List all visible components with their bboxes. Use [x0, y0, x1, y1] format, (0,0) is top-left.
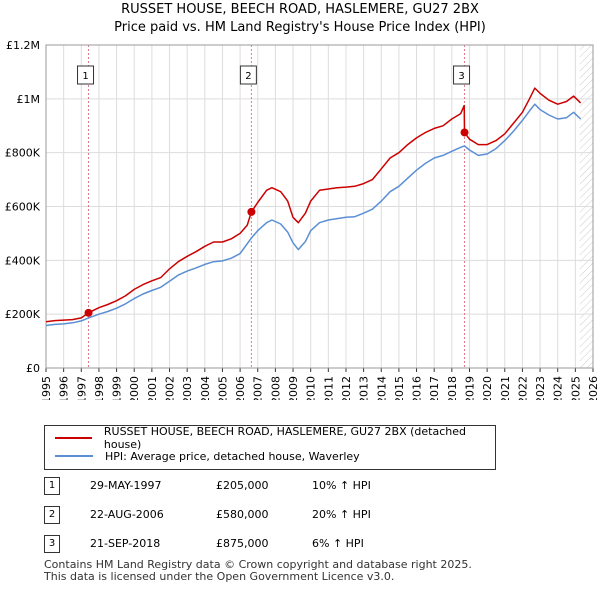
x-tick-label: 2021 — [499, 376, 512, 400]
sale-number: 1 — [44, 477, 60, 495]
sale-label-box — [77, 65, 95, 85]
x-tick-label: 2012 — [340, 376, 353, 400]
sale-date: 21-SEP-2018 — [90, 537, 161, 550]
sale-row: 3 21-SEP-2018 £875,000 6% ↑ HPI — [44, 535, 564, 564]
x-tick-label: 2023 — [534, 376, 547, 400]
sale-hpi-change: 10% ↑ HPI — [312, 479, 371, 492]
y-tick-label: £200K — [5, 308, 41, 321]
x-tick-label: 2011 — [322, 376, 335, 400]
sale-label-box — [239, 65, 257, 85]
sales-table: 1 29-MAY-1997 £205,000 10% ↑ HPI 2 22-AU… — [44, 477, 564, 564]
legend-swatch-property — [55, 437, 92, 439]
sale-label-number: 3 — [458, 71, 464, 82]
sale-number: 3 — [44, 535, 60, 553]
x-tick-label: 2009 — [287, 376, 300, 400]
sale-row: 1 29-MAY-1997 £205,000 10% ↑ HPI — [44, 477, 564, 506]
x-tick-label: 2026 — [587, 376, 600, 400]
legend-item-hpi: HPI: Average price, detached house, Wave… — [55, 448, 360, 464]
price-chart: 1995 1996 1997 1998 1999 2000 2001 2002 2003 2004… — [5, 39, 600, 400]
sale-price: £875,000 — [216, 537, 269, 550]
x-tick-label: 2025 — [569, 376, 582, 400]
y-tick-label: £400K — [5, 254, 41, 267]
x-tick-label: 2006 — [234, 376, 247, 400]
x-tick-label: 2008 — [269, 376, 282, 400]
x-tick-label: 2014 — [375, 376, 388, 400]
x-tick-label: 2020 — [481, 376, 494, 400]
x-tick-label: 2001 — [146, 376, 159, 400]
legend-item-property: RUSSET HOUSE, BEECH ROAD, HASLEMERE, GU2… — [55, 425, 495, 451]
footer-attribution: Contains HM Land Registry data © Crown c… — [44, 559, 472, 583]
chart-title: RUSSET HOUSE, BEECH ROAD, HASLEMERE, GU2… — [121, 2, 479, 17]
property-price-line — [45, 87, 582, 323]
sale-date: 29-MAY-1997 — [90, 479, 162, 492]
sale-label-number: 1 — [82, 71, 88, 82]
y-tick-label: £600K — [5, 201, 41, 214]
sale-point — [84, 308, 93, 317]
legend-label-hpi: HPI: Average price, detached house, Wave… — [105, 449, 360, 463]
legend-swatch-hpi — [55, 455, 93, 457]
x-tick-label: 2005 — [216, 376, 229, 400]
x-tick-label: 2018 — [446, 376, 459, 400]
x-tick-label: 2024 — [552, 376, 565, 400]
sale-price: £580,000 — [216, 508, 269, 521]
y-tick-label: £1.2M — [6, 39, 40, 52]
hpi-line — [45, 103, 582, 327]
y-tick-label: £0 — [26, 362, 40, 375]
x-tick-label: 2019 — [463, 376, 476, 400]
plot-area-frame — [45, 44, 594, 369]
sale-hpi-change: 6% ↑ HPI — [312, 537, 364, 550]
x-tick-label: 1999 — [111, 376, 124, 400]
legend-label-property: RUSSET HOUSE, BEECH ROAD, HASLEMERE, GU2… — [103, 425, 466, 451]
x-tick-label: 1997 — [75, 376, 88, 400]
y-tick-label: £800K — [5, 147, 41, 160]
legend: RUSSET HOUSE, BEECH ROAD, HASLEMERE, GU2… — [44, 425, 496, 470]
y-tick-label: £1M — [17, 93, 41, 106]
sale-label-number: 2 — [245, 71, 251, 82]
chart-subtitle: Price paid vs. HM Land Registry's House … — [114, 20, 486, 35]
sale-row: 2 22-AUG-2006 £580,000 20% ↑ HPI — [44, 506, 564, 535]
sale-hpi-change: 20% ↑ HPI — [312, 508, 371, 521]
sale-number: 2 — [44, 506, 60, 524]
x-tick-label: 2015 — [393, 376, 406, 400]
x-tick-label: 2000 — [128, 376, 141, 400]
x-tick-label: 2004 — [199, 376, 212, 400]
x-tick-label: 2010 — [305, 376, 318, 400]
x-tick-label: 2016 — [411, 376, 424, 400]
sale-point — [460, 128, 469, 137]
footer-licence: This data is licensed under the Open Gov… — [44, 570, 395, 583]
x-tick-label: 2017 — [428, 376, 441, 400]
sale-price: £205,000 — [216, 479, 269, 492]
x-tick-label: 2003 — [181, 376, 194, 400]
x-tick-label: 2013 — [358, 376, 371, 400]
sale-label-box — [453, 65, 471, 85]
x-tick-label: 1996 — [58, 376, 71, 400]
sale-date: 22-AUG-2006 — [90, 508, 164, 521]
x-tick-label: 2007 — [252, 376, 265, 400]
sale-point — [247, 207, 256, 216]
x-tick-label: 2002 — [164, 376, 177, 400]
x-tick-label: 2022 — [516, 376, 529, 400]
x-tick-label: 1995 — [40, 376, 53, 400]
x-tick-label: 1998 — [93, 376, 106, 400]
footer-copyright: Contains HM Land Registry data © Crown c… — [44, 558, 472, 571]
